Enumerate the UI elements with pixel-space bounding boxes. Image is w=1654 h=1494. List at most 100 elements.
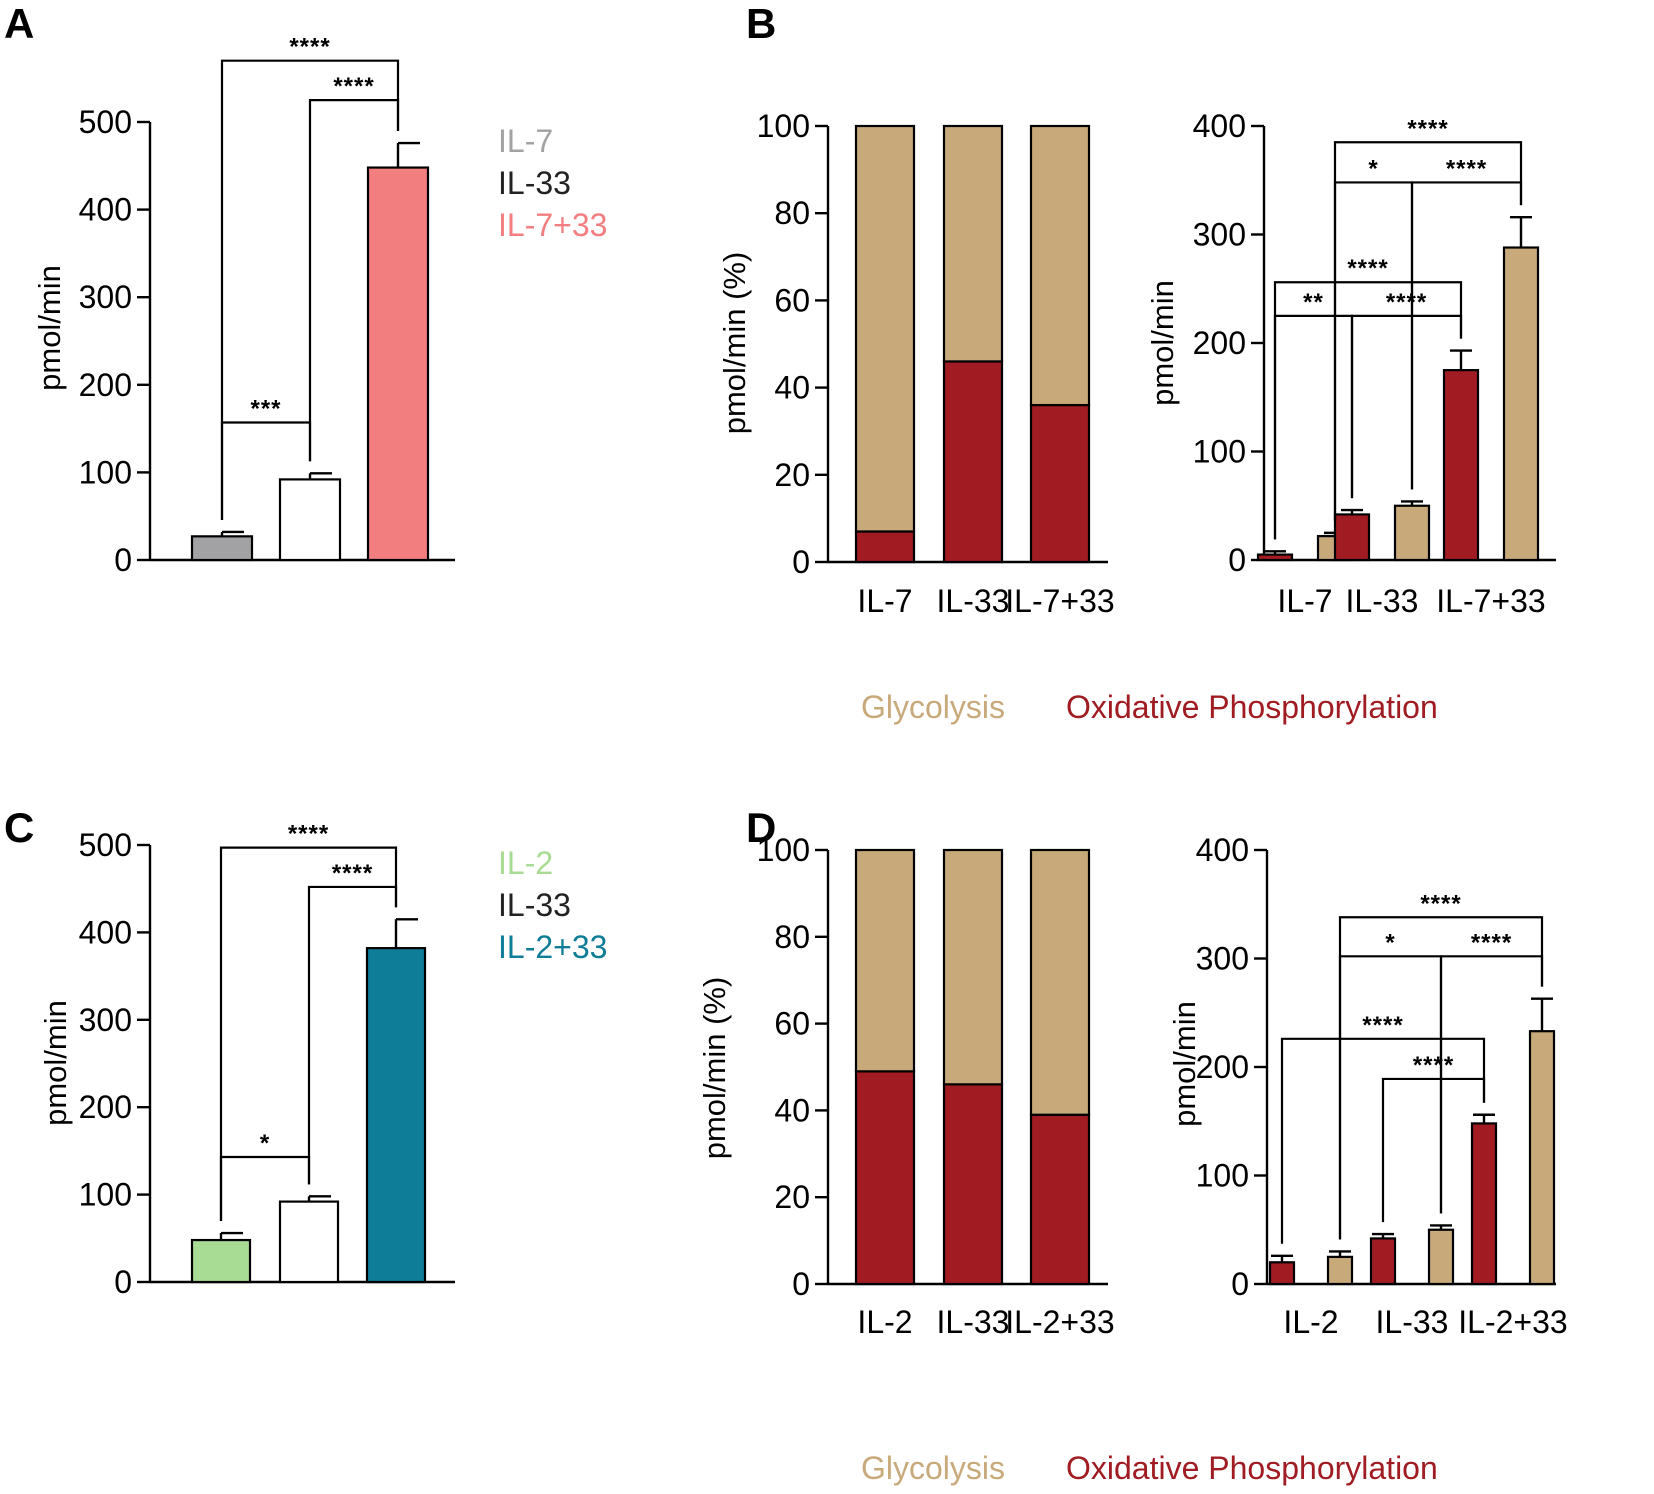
bar-glycolysis <box>1393 504 1431 562</box>
y-tick-label: 300 <box>1196 941 1249 977</box>
bar-il-33 <box>278 478 342 562</box>
y-tick-label: 200 <box>79 1089 132 1125</box>
bar-il-2+33 <box>365 947 427 1284</box>
bar-glycolysis <box>1502 246 1540 562</box>
significance-label: **** <box>332 860 373 887</box>
error-bar <box>1372 1232 1394 1239</box>
bar-oxphos <box>1470 1122 1498 1286</box>
significance-bracket <box>1350 314 1463 499</box>
significance-bracket <box>1410 181 1523 490</box>
significance-label: **** <box>1407 115 1448 142</box>
x-tick-label: IL-7+33 <box>1005 583 1114 619</box>
significance-bracket <box>220 59 400 520</box>
y-tick-label: 400 <box>79 914 132 950</box>
panel-label-c: C <box>4 804 34 851</box>
x-tick-label: IL-7+33 <box>1436 583 1545 619</box>
legend-glycolysis-top: Glycolysis <box>861 689 1005 725</box>
bar-oxphos <box>1442 369 1480 562</box>
error-bar <box>394 918 418 949</box>
error-bar <box>396 141 420 168</box>
error-bar <box>1510 215 1532 248</box>
significance-bracket <box>220 421 312 520</box>
y-tick-label: 0 <box>114 1264 132 1300</box>
error-bar <box>307 1195 331 1202</box>
bar-oxphos <box>1268 1261 1296 1286</box>
error-bar <box>1271 1254 1293 1263</box>
y-tick-label: 0 <box>1231 1266 1249 1302</box>
significance-label: * <box>260 1130 270 1157</box>
x-tick-label: IL-2 <box>857 1304 912 1340</box>
significance-bracket <box>1381 1077 1486 1223</box>
legend-entry: IL-7 <box>498 123 553 159</box>
significance-label: ** <box>1303 289 1324 316</box>
y-tick-label: 0 <box>792 1266 810 1302</box>
y-axis-label: pmol/min (%) <box>717 252 752 435</box>
stacked-segment <box>854 530 916 564</box>
y-tick-label: 200 <box>1193 325 1246 361</box>
error-bar <box>308 472 332 480</box>
significance-label: **** <box>1386 289 1427 316</box>
bar-oxphos <box>1256 553 1294 562</box>
stacked-segment <box>1029 124 1091 407</box>
significance-bracket <box>1273 314 1354 540</box>
y-tick-label: 400 <box>79 192 132 228</box>
panel-label-d: D <box>746 804 776 851</box>
significance-bracket <box>308 99 400 462</box>
stacked-segment <box>1029 403 1091 564</box>
y-tick-label: 400 <box>1193 108 1246 144</box>
significance-label: **** <box>1347 255 1388 282</box>
x-tick-label: IL-33 <box>937 583 1010 619</box>
significance-label: * <box>1368 155 1378 182</box>
y-tick-label: 20 <box>774 457 810 493</box>
y-axis-label: pmol/min <box>1145 280 1180 406</box>
y-tick-label: 60 <box>774 1006 810 1042</box>
y-tick-label: 60 <box>774 282 810 318</box>
y-tick-label: 80 <box>774 195 810 231</box>
y-tick-label: 0 <box>792 544 810 580</box>
y-axis-label: pmol/min (%) <box>697 977 732 1160</box>
x-tick-label: IL-2+33 <box>1005 1304 1114 1340</box>
y-tick-label: 100 <box>757 108 810 144</box>
y-tick-label: 0 <box>114 542 132 578</box>
y-tick-label: 100 <box>79 1177 132 1213</box>
y-tick-label: 500 <box>79 827 132 863</box>
error-bar <box>1430 1224 1452 1230</box>
stacked-segment <box>1029 1113 1091 1286</box>
significance-bracket <box>1333 181 1414 521</box>
significance-label: * <box>1385 929 1395 956</box>
x-tick-label: IL-33 <box>1346 583 1419 619</box>
significance-label: **** <box>1362 1012 1403 1039</box>
y-tick-label: 0 <box>1228 542 1246 578</box>
error-bar <box>219 1231 243 1241</box>
panel-label-a: A <box>4 0 34 47</box>
legend-oxphos-bottom: Oxidative Phosphorylation <box>1066 1450 1438 1486</box>
bar-il-2 <box>190 1238 252 1284</box>
y-tick-label: 40 <box>774 370 810 406</box>
bar-il-33 <box>278 1200 340 1284</box>
bar-glycolysis <box>1326 1255 1354 1286</box>
significance-label: **** <box>1446 155 1487 182</box>
y-tick-label: 80 <box>774 919 810 955</box>
y-tick-label: 20 <box>774 1179 810 1215</box>
stacked-segment <box>942 360 1004 564</box>
stacked-segment <box>942 124 1004 363</box>
significance-bracket <box>1439 955 1544 1214</box>
x-tick-label: IL-33 <box>1376 1304 1449 1340</box>
y-tick-label: 100 <box>1193 434 1246 470</box>
error-bar <box>1450 349 1472 371</box>
panel-label-b: B <box>746 0 776 47</box>
significance-bracket <box>1338 955 1443 1240</box>
significance-label: *** <box>250 395 281 422</box>
x-tick-label: IL-2+33 <box>1458 1304 1567 1340</box>
significance-bracket <box>1273 281 1463 540</box>
legend-entry: IL-2 <box>498 845 553 881</box>
significance-label: **** <box>1420 890 1461 917</box>
significance-label: **** <box>289 34 330 61</box>
chart-c-total: 0 100 200 300 400 500 pmol/min IL-2 IL-33 IL-2+33… <box>38 821 607 1300</box>
stacked-segment <box>942 1083 1004 1286</box>
y-tick-label: 500 <box>79 104 132 140</box>
